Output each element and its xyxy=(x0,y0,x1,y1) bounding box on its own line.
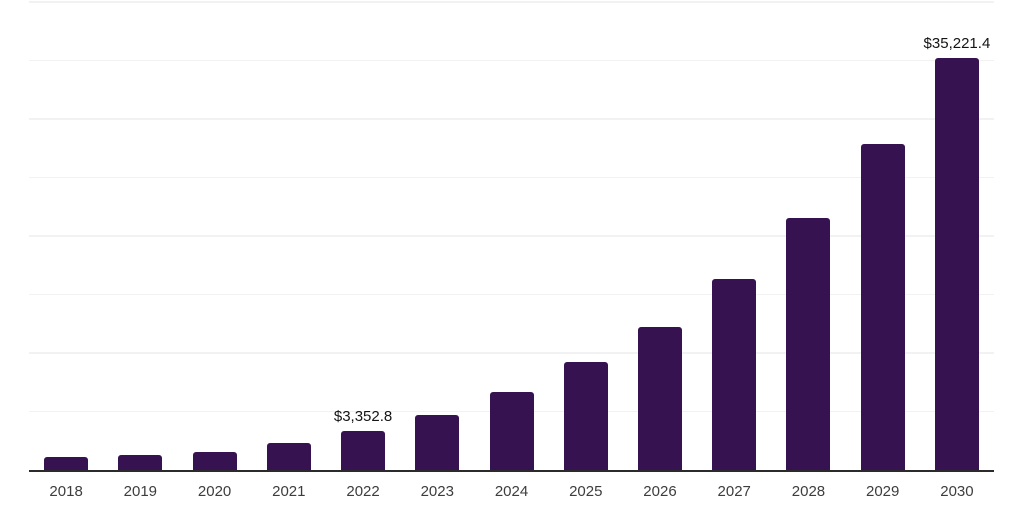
bars: $3,352.8 $35,221.4 xyxy=(29,2,994,470)
bar-group-2025 xyxy=(549,2,623,470)
bar-group-2023 xyxy=(400,2,474,470)
gridline-40000 xyxy=(29,1,994,3)
bar-2021 xyxy=(266,443,311,470)
x-axis-line xyxy=(29,470,994,472)
x-tick-2025: 2025 xyxy=(569,483,603,500)
x-tick-2019: 2019 xyxy=(123,483,158,500)
bar-group-2029 xyxy=(846,2,920,470)
bar-2018 xyxy=(44,457,89,470)
gridline-25000 xyxy=(29,176,994,179)
value-label-2022: $3,352.8 xyxy=(333,407,393,425)
bar-group-2022: $3,352.8 xyxy=(326,2,400,470)
x-tick-2020: 2020 xyxy=(197,483,232,500)
bar-group-2019 xyxy=(103,2,177,470)
plot-area: $3,352.8 $35,221.4 xyxy=(29,0,994,472)
x-tick-2030: 2030 xyxy=(940,483,974,500)
x-axis-labels: 2018 2019 2020 2021 2022 2023 2024 2025 2026 2027… xyxy=(29,482,994,501)
x-tick-2027: 2027 xyxy=(717,483,751,500)
bar-2026 xyxy=(637,326,682,470)
gridline-30000 xyxy=(29,118,994,120)
bar-2024 xyxy=(489,391,534,470)
bar-group-2030: $35,221.4 xyxy=(920,2,994,470)
bar-2023 xyxy=(415,414,460,470)
bar-group-2027 xyxy=(697,2,771,470)
bar-2019 xyxy=(118,455,163,470)
bar-2029 xyxy=(860,144,905,470)
x-tick-2023: 2023 xyxy=(420,483,454,500)
x-tick-2024: 2024 xyxy=(494,483,529,500)
x-tick-2028: 2028 xyxy=(791,483,826,500)
gridline-10000 xyxy=(29,352,994,354)
bar-2027 xyxy=(712,278,757,470)
x-tick-2029: 2029 xyxy=(866,483,900,500)
x-tick-2026: 2026 xyxy=(643,483,677,500)
gridline-35000 xyxy=(29,59,994,62)
bar-group-2020 xyxy=(177,2,251,470)
bar-group-2026 xyxy=(623,2,697,470)
x-tick-2021: 2021 xyxy=(272,483,306,500)
x-tick-2018: 2018 xyxy=(49,483,83,500)
x-tick-2022: 2022 xyxy=(346,483,380,500)
bar-2022 xyxy=(341,430,386,470)
bar-2030 xyxy=(934,57,979,470)
bar-group-2021 xyxy=(252,2,326,470)
value-label-2030: $35,221.4 xyxy=(923,34,991,52)
gridline-15000 xyxy=(29,293,994,296)
bar-2025 xyxy=(563,362,608,470)
bar-group-2024 xyxy=(474,2,548,470)
bar-2020 xyxy=(192,451,237,470)
bar-2028 xyxy=(786,218,831,470)
gridline-20000 xyxy=(29,235,994,237)
bar-group-2028 xyxy=(771,2,845,470)
bar-group-2018 xyxy=(29,2,103,470)
